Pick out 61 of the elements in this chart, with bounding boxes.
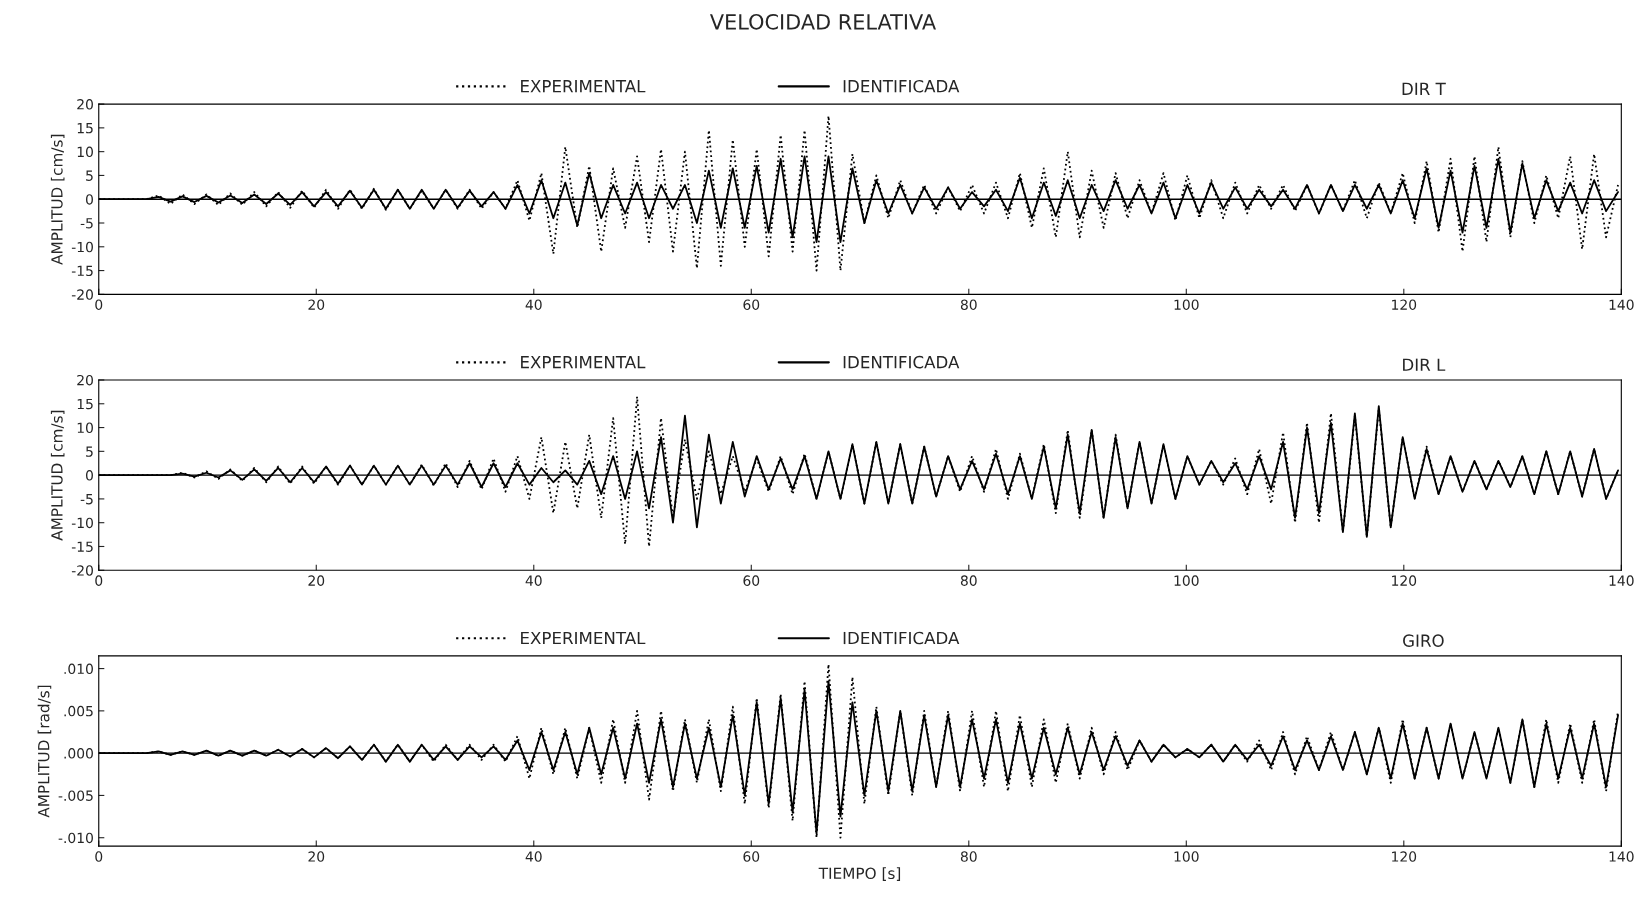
y-tick-label: 20 <box>77 374 93 386</box>
legend-label: EXPERIMENTAL <box>521 631 646 645</box>
y-tick-label: .010 <box>64 663 93 675</box>
x-tick-label: 120 <box>1392 299 1417 310</box>
y-tick-label: .005 <box>64 705 93 717</box>
x-tick-label: 60 <box>743 851 760 862</box>
chart-subtitle: DIR L <box>1403 358 1446 371</box>
legend-label: EXPERIMENTAL <box>521 356 646 369</box>
x-tick-label: 100 <box>1174 299 1199 310</box>
x-tick-label: 80 <box>960 851 977 862</box>
y-tick-label: -15 <box>71 541 93 552</box>
y-tick-label: 10 <box>77 422 93 434</box>
x-tick-label: 0 <box>95 575 103 586</box>
x-tick-label: 60 <box>743 299 760 310</box>
x-tick-label: 20 <box>308 851 325 862</box>
x-tick-label: 40 <box>525 299 542 310</box>
x-tick-label: 80 <box>960 575 977 586</box>
x-tick-label: 40 <box>525 851 542 862</box>
y-tick-label: .000 <box>64 748 93 759</box>
y-axis-title: AMPLITUD [cm/s] <box>50 410 65 541</box>
y-tick-label: 5 <box>86 446 93 457</box>
legend-label: IDENTIFICADA <box>843 631 960 645</box>
x-tick-label: 100 <box>1174 851 1199 862</box>
chart-title: VELOCIDAD RELATIVA <box>709 13 936 30</box>
y-tick-label: -.005 <box>58 790 93 801</box>
x-tick-label: 140 <box>1609 299 1634 310</box>
y-tick-label: -20 <box>71 289 93 300</box>
x-axis-title: TIEMPO [s] <box>818 867 901 881</box>
x-tick-label: 140 <box>1609 851 1634 862</box>
x-tick-label: 20 <box>308 299 325 310</box>
x-tick-label: 0 <box>95 299 103 310</box>
y-tick-label: 20 <box>77 99 93 110</box>
chart-subtitle: GIRO <box>1403 634 1444 647</box>
y-tick-label: -20 <box>71 565 93 576</box>
x-tick-label: 40 <box>525 575 542 586</box>
y-tick-label: -15 <box>71 265 93 277</box>
y-axis-title: AMPLITUD [rad/s] <box>37 685 52 818</box>
y-tick-label: -5 <box>80 494 93 505</box>
y-tick-label: -.010 <box>58 832 93 844</box>
y-axis-title: AMPLITUD [cm/s] <box>50 134 65 265</box>
x-tick-label: 60 <box>743 575 760 586</box>
x-tick-label: 0 <box>95 851 103 862</box>
x-tick-label: 100 <box>1174 575 1199 586</box>
x-tick-label: 140 <box>1609 575 1634 586</box>
chart-subtitle: DIR T <box>1402 82 1446 95</box>
y-tick-label: -10 <box>71 517 93 529</box>
x-tick-label: 120 <box>1392 575 1417 586</box>
y-tick-label: -10 <box>71 241 93 253</box>
y-tick-label: 15 <box>77 123 93 134</box>
legend-label: IDENTIFICADA <box>843 79 960 93</box>
y-tick-label: 0 <box>85 470 93 481</box>
legend-label: IDENTIFICADA <box>843 355 960 369</box>
x-tick-label: 20 <box>308 575 325 586</box>
x-tick-label: 80 <box>960 299 977 310</box>
y-tick-label: 0 <box>85 194 93 205</box>
y-tick-label: 15 <box>77 398 93 410</box>
y-tick-label: 5 <box>86 170 93 181</box>
legend-label: EXPERIMENTAL <box>521 80 646 93</box>
y-tick-label: -5 <box>80 218 93 229</box>
y-tick-label: 10 <box>77 146 93 158</box>
x-tick-label: 120 <box>1392 851 1417 862</box>
